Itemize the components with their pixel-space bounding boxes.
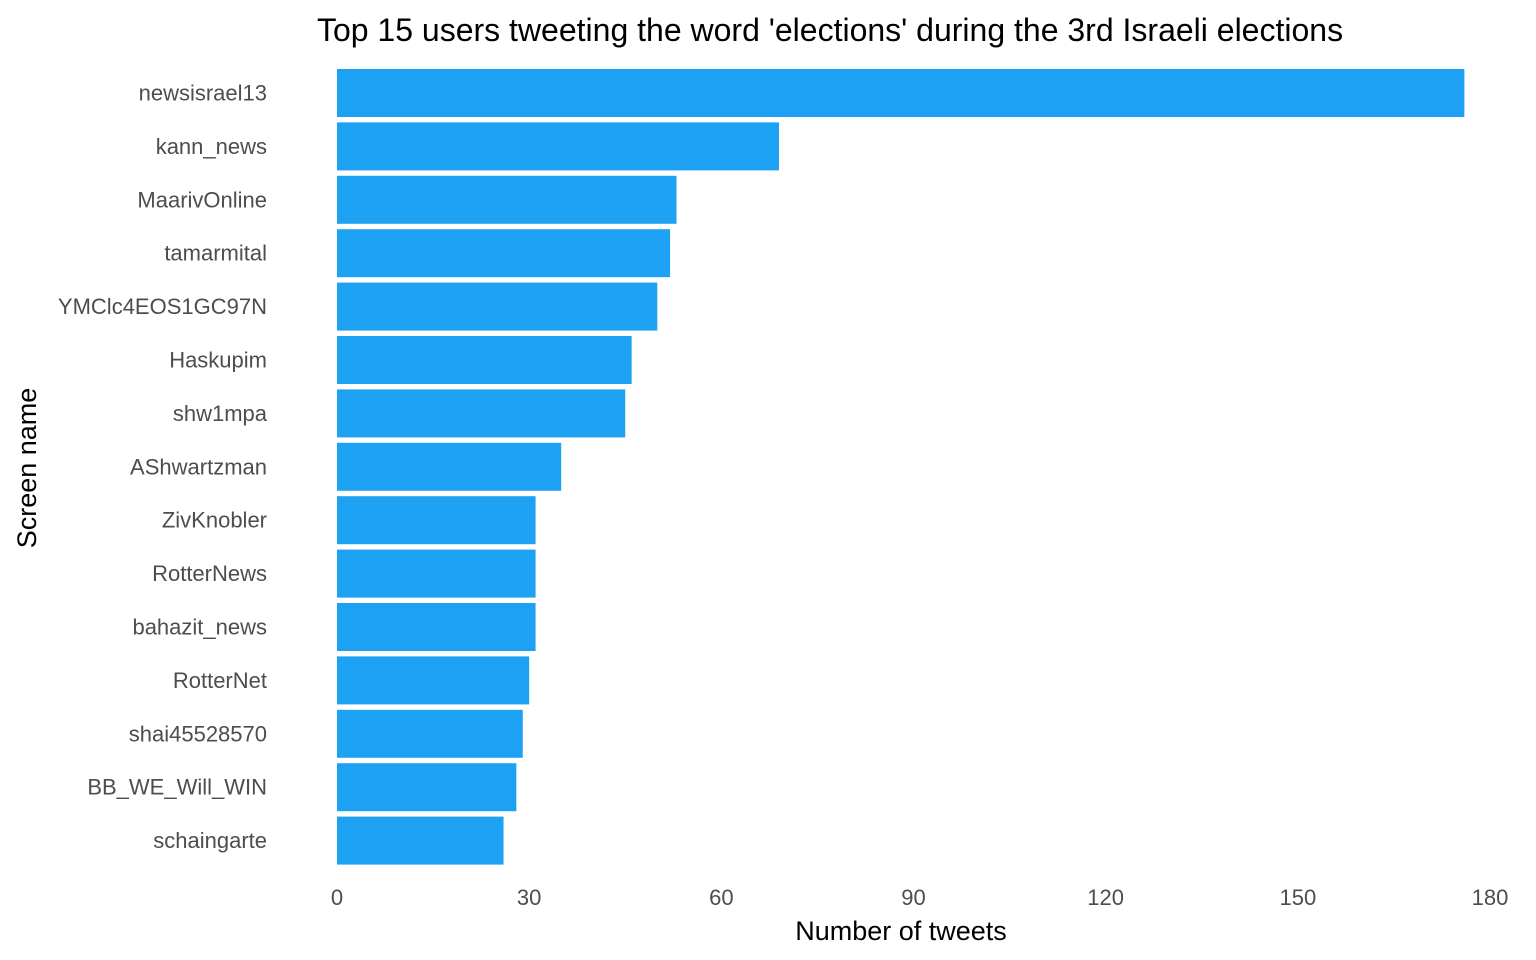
- y-tick-label: ZivKnobler: [162, 508, 267, 533]
- y-tick-label: AShwartzman: [130, 454, 267, 479]
- x-tick-label: 0: [331, 885, 343, 910]
- y-tick-label: Haskupim: [169, 348, 267, 373]
- y-tick-label: BB_WE_Will_WIN: [87, 775, 267, 800]
- bar: [337, 496, 536, 545]
- bar: [337, 656, 530, 705]
- x-tick-label: 150: [1279, 885, 1316, 910]
- y-tick-label: MaarivOnline: [137, 187, 267, 212]
- y-tick-label: shai45528570: [129, 721, 267, 746]
- x-tick-label: 180: [1472, 885, 1509, 910]
- bar: [337, 603, 536, 651]
- bar: [337, 549, 536, 598]
- y-tick-label: shw1mpa: [173, 401, 268, 426]
- bar: [337, 122, 779, 171]
- chart-title: Top 15 users tweeting the word 'election…: [317, 12, 1343, 48]
- y-tick-label: schaingarte: [153, 828, 267, 853]
- bar: [337, 282, 658, 331]
- y-tick-labels: newsisrael13 kann_news MaarivOnline tamarmi…: [58, 81, 268, 854]
- x-tick-labels: 0 30 60 90 120 150 180: [331, 885, 1508, 910]
- y-tick-label: kann_news: [156, 134, 267, 159]
- bars-group: [337, 69, 1465, 865]
- x-tick-label: 90: [901, 885, 925, 910]
- y-axis-title: Screen name: [12, 388, 42, 549]
- bar: [337, 175, 677, 224]
- y-tick-label: RotterNet: [173, 668, 267, 693]
- bar: [337, 709, 523, 758]
- bar: [337, 442, 562, 491]
- x-tick-label: 30: [517, 885, 541, 910]
- y-tick-label: YMClc4EOS1GC97N: [58, 294, 267, 319]
- bar: [337, 389, 626, 438]
- y-tick-label: RotterNews: [152, 561, 267, 586]
- y-tick-label: tamarmital: [164, 241, 267, 266]
- y-tick-label: bahazit_news: [132, 615, 267, 640]
- x-tick-label: 60: [709, 885, 733, 910]
- bar: [337, 816, 504, 865]
- bar: [337, 69, 1465, 117]
- bar: [337, 229, 671, 278]
- x-axis-title: Number of tweets: [795, 916, 1007, 946]
- bar: [337, 763, 517, 812]
- x-tick-label: 120: [1087, 885, 1124, 910]
- bar: [337, 336, 632, 384]
- y-tick-label: newsisrael13: [139, 81, 267, 106]
